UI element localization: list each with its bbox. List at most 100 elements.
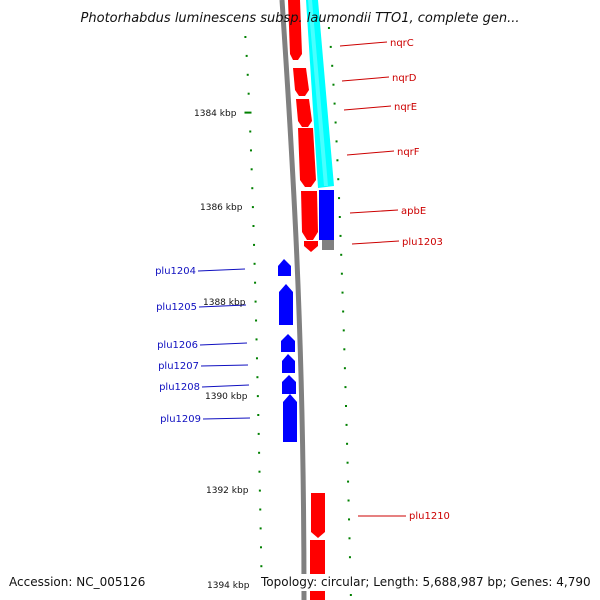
- right-tick-mark: [327, 27, 330, 29]
- left-tick-mark: [258, 451, 261, 454]
- gene-bar-plu1206[interactable]: [281, 334, 295, 352]
- right-tick-mark: [348, 537, 351, 540]
- left-tick-mark: [252, 225, 255, 227]
- gene-label-plu1209[interactable]: plu1209: [160, 414, 201, 425]
- right-tick-mark: [343, 348, 346, 351]
- right-tick-mark: [329, 45, 332, 48]
- left-tick-mark: [255, 319, 258, 322]
- gene-bar-plu1205[interactable]: [279, 284, 293, 325]
- left-tick-mark: [256, 376, 259, 379]
- left-tick-mark: [249, 130, 252, 133]
- scale-label-1388: 1388 kbp: [203, 298, 246, 308]
- right-tick-mark: [343, 367, 346, 370]
- gene-label-plu1208[interactable]: plu1208: [159, 382, 200, 393]
- left-tick-mark: [260, 565, 263, 568]
- genome-backbone: [279, 0, 307, 600]
- gene-bar-nqrD[interactable]: [293, 68, 309, 96]
- gene-bar-plu1203[interactable]: [304, 241, 318, 252]
- scale-labels: 1384 kbp 1386 kbp 1388 kbp 1390 kbp 1392…: [194, 109, 250, 591]
- left-tick-mark: [258, 489, 261, 492]
- right-tick-mark: [346, 442, 349, 445]
- scale-label-1392: 1392 kbp: [206, 486, 249, 496]
- scale-label-1390: 1390 kbp: [205, 392, 248, 402]
- left-tick-mark: [256, 395, 259, 398]
- genome-summary-text: Topology: circular; Length: 5,688,987 bp…: [260, 575, 591, 589]
- left-tick-mark: [250, 168, 253, 171]
- left-tick-mark: [251, 187, 254, 190]
- right-tick-mark: [334, 121, 337, 124]
- right-tick-mark: [340, 253, 343, 256]
- left-tick-mark: [257, 432, 260, 435]
- gene-bar-plu1207[interactable]: [282, 354, 295, 373]
- reverse-gene-track: [278, 259, 297, 442]
- right-tick-mark: [345, 405, 348, 407]
- right-tick-mark: [340, 272, 343, 275]
- right-tick-mark: [339, 234, 342, 237]
- left-tick-mark: [254, 281, 257, 284]
- gene-label-nqrC[interactable]: nqrC: [390, 38, 414, 49]
- gene-bar-plu1210[interactable]: [311, 493, 325, 538]
- right-tick-mark: [346, 461, 349, 464]
- gene-label-apbE[interactable]: apbE: [401, 206, 426, 217]
- gene-bar-plu1208[interactable]: [282, 375, 296, 394]
- gene-label-plu1210[interactable]: plu1210: [409, 511, 450, 522]
- left-tick-mark: [255, 357, 258, 360]
- gene-bar-nqrC[interactable]: [288, 0, 302, 60]
- map-title: Photorhabdus luminescens subsp. laumondi…: [81, 11, 520, 26]
- gene-label-plu1204[interactable]: plu1204: [155, 266, 196, 277]
- gene-bar-nqrE[interactable]: [296, 99, 312, 127]
- accession-bg: [8, 574, 150, 591]
- gene-label-plu1207[interactable]: plu1207: [158, 361, 199, 372]
- gene-labels: nqrC nqrD nqrE nqrF apbE plu1203 plu1210…: [155, 38, 450, 522]
- scale-label-1394: 1394 kbp: [207, 581, 250, 591]
- left-tick-mark: [254, 300, 257, 303]
- right-tick-mark: [335, 140, 338, 143]
- left-tick-mark: [245, 54, 248, 57]
- left-tick-mark: [253, 243, 256, 246]
- right-tick-mark: [338, 216, 341, 218]
- gene-bar-nqrF[interactable]: [298, 128, 316, 187]
- gene-label-plu1206[interactable]: plu1206: [157, 340, 198, 351]
- right-tick-mark: [338, 197, 341, 200]
- right-tick-mark: [337, 178, 340, 181]
- left-tick-mark: [257, 414, 260, 416]
- left-tick-mark: [253, 262, 256, 265]
- gene-label-nqrE[interactable]: nqrE: [394, 102, 417, 113]
- accession-text: Accession: NC_005126: [9, 575, 145, 589]
- right-tick-mark: [344, 386, 347, 389]
- left-tick-mark: [249, 149, 252, 152]
- right-tick-mark: [331, 64, 334, 67]
- right-tick-mark: [347, 480, 350, 483]
- right-tick-mark: [342, 310, 345, 313]
- gene-label-nqrD[interactable]: nqrD: [392, 73, 417, 84]
- summary-bg: [259, 574, 593, 591]
- left-tick-mark: [244, 36, 247, 38]
- left-tick-mark: [251, 206, 254, 209]
- left-tick-mark: [244, 111, 252, 114]
- right-tick-mark: [349, 594, 352, 596]
- left-tick-mark: [259, 508, 262, 511]
- scale-label-1384: 1384 kbp: [194, 109, 237, 119]
- right-tick-mark: [348, 556, 351, 559]
- gene-bar-plu1204[interactable]: [278, 259, 291, 276]
- right-tick-mark: [332, 83, 335, 86]
- left-tick-mark: [259, 546, 262, 549]
- gene-bar-apbE[interactable]: [301, 191, 318, 240]
- right-tick-mark: [336, 159, 339, 162]
- gene-bar-plu1209[interactable]: [283, 394, 297, 442]
- right-tick-mark: [342, 329, 345, 332]
- right-tick-mark: [345, 423, 348, 426]
- label-leader-lines: [197, 41, 406, 517]
- right-tick-mark: [348, 518, 351, 521]
- right-tick-mark: [341, 291, 344, 294]
- left-tick-mark: [259, 527, 262, 530]
- gene-label-plu1203[interactable]: plu1203: [402, 237, 443, 248]
- cds-track: [306, 0, 334, 188]
- left-tick-mark: [247, 92, 250, 95]
- gene-label-plu1205[interactable]: plu1205: [156, 302, 197, 313]
- gene-label-nqrF[interactable]: nqrF: [397, 147, 420, 158]
- right-tick-mark: [347, 499, 350, 502]
- scale-label-1386: 1386 kbp: [200, 203, 243, 213]
- right-tick-mark: [333, 102, 336, 105]
